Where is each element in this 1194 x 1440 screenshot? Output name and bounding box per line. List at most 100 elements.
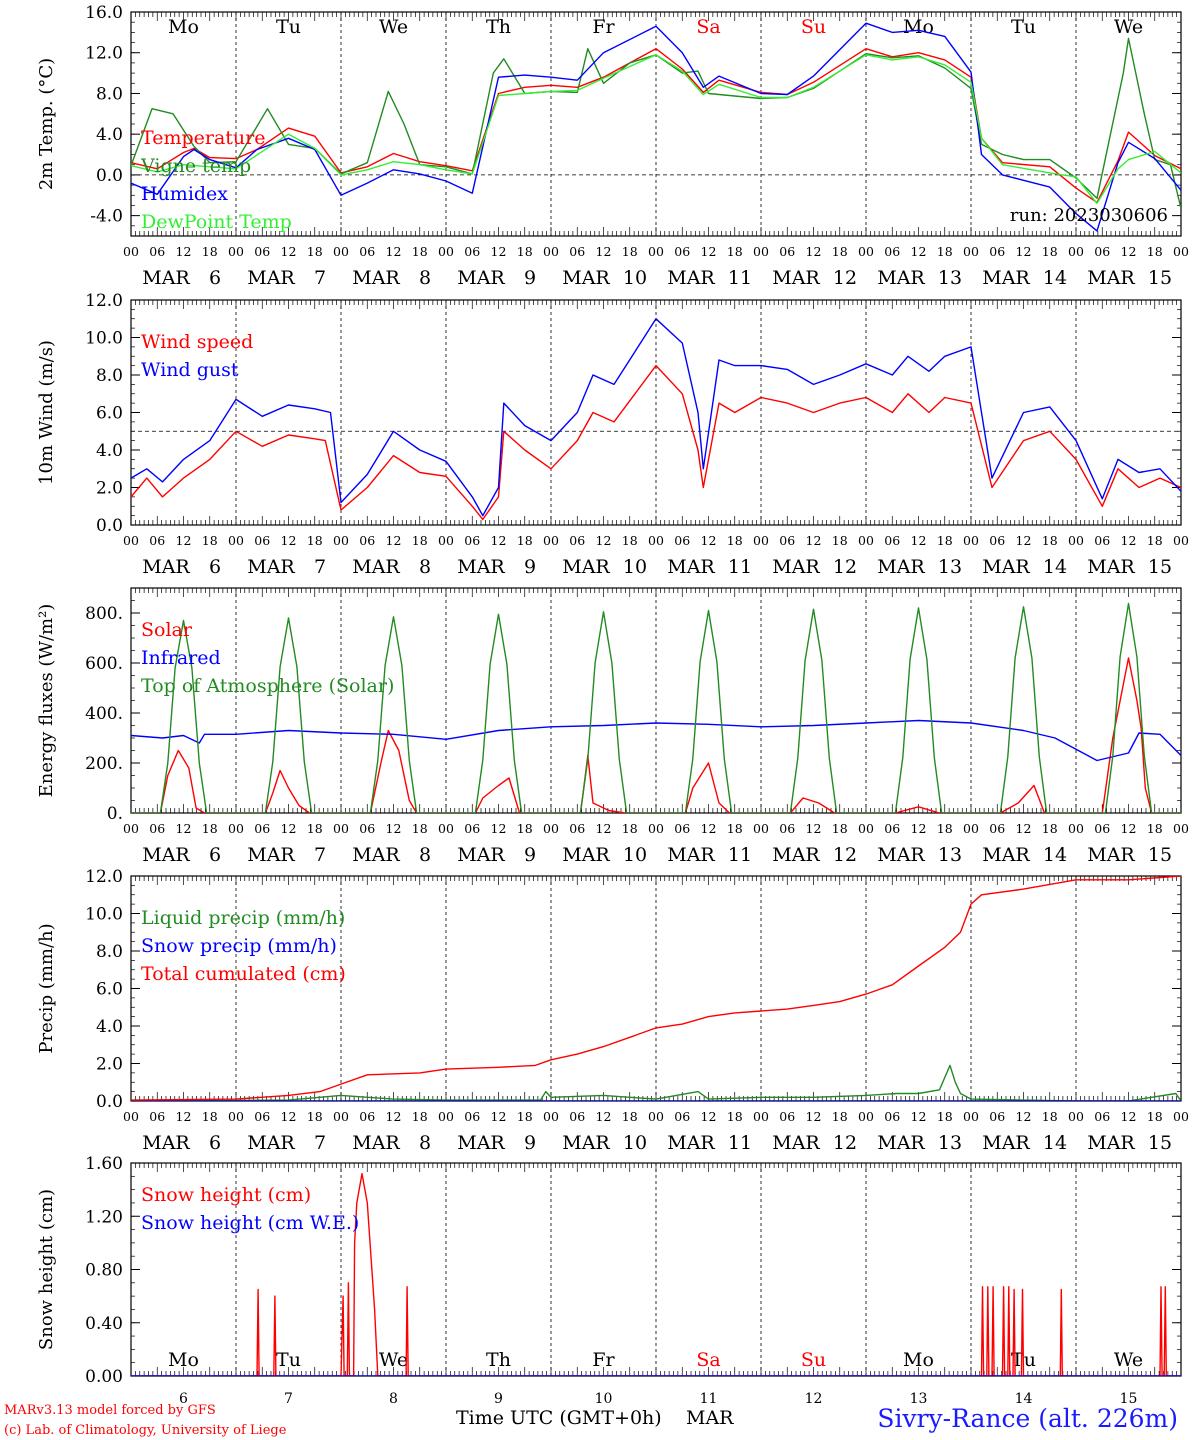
x-hour-label: 18 (307, 244, 323, 259)
series-line-2 (131, 318, 1181, 517)
x-day-number: 6 (209, 844, 221, 866)
y-tick-label: 400. (85, 704, 123, 724)
x-hour-label: 18 (727, 1109, 743, 1124)
weekday-label: Sa (696, 1349, 720, 1371)
series-line-1 (131, 364, 1181, 521)
series-line-3 (131, 22, 1181, 232)
weekday-label: Su (801, 1349, 826, 1371)
x-hour-label: 12 (701, 1109, 717, 1124)
series-line-1 (131, 48, 1181, 204)
series-line-1 (131, 657, 1181, 813)
x-hour-label: 18 (202, 533, 218, 548)
x-hour-label: 00 (648, 244, 664, 259)
y-tick-label: 2.0 (96, 1055, 123, 1075)
panel-4: 12.0 10.0 8.0 6.0 4.0 2.0 0.0 Precip (mm/h) 00 06… (36, 867, 1189, 1154)
x-day-month: MAR (457, 844, 505, 866)
series-line-2 (131, 719, 1181, 762)
x-hour-label: 18 (727, 821, 743, 836)
x-hour-label: 12 (701, 533, 717, 548)
x-day-number: 10 (623, 844, 647, 866)
x-day-month: MAR (982, 556, 1030, 578)
x-hour-label: 00 (123, 821, 139, 836)
x-day-number: 15 (1148, 556, 1172, 578)
legend-entry: Vigne temp (140, 155, 251, 177)
x-hour-label: 06 (779, 533, 795, 548)
x-hour-label: 12 (386, 244, 402, 259)
y-tick-label: 800. (85, 604, 123, 624)
x-hour-label: 06 (674, 244, 690, 259)
x-hour-label: 00 (648, 1109, 664, 1124)
y-tick-label: 200. (85, 754, 123, 774)
x-hour-label: 06 (569, 821, 585, 836)
x-hour-label: 06 (1094, 244, 1110, 259)
x-hour-label: 06 (254, 1109, 270, 1124)
x-hour-label: 06 (884, 244, 900, 259)
x-hour-label: 12 (596, 244, 612, 259)
weekday-label: Mo (168, 16, 199, 38)
x-hour-label: 18 (727, 533, 743, 548)
x-day-month: MAR (982, 267, 1030, 289)
y-tick-label: 1.60 (85, 1154, 123, 1174)
y-tick-label: -4.0 (90, 207, 123, 227)
x-day-number: 11 (700, 1391, 718, 1407)
x-hour-label: 06 (989, 533, 1005, 548)
x-hour-label: 00 (963, 821, 979, 836)
x-hour-label: 12 (281, 533, 297, 548)
x-hour-label: 12 (596, 821, 612, 836)
x-hour-label: 00 (438, 533, 454, 548)
y-tick-label: 2.0 (96, 479, 123, 499)
x-hour-label: 06 (884, 1109, 900, 1124)
x-hour-label: 18 (622, 821, 638, 836)
x-day-number: 13 (938, 267, 962, 289)
x-hour-label: 18 (412, 533, 428, 548)
x-hour-label: 18 (622, 244, 638, 259)
x-hour-label: 18 (307, 1109, 323, 1124)
x-hour-label: 00 (858, 821, 874, 836)
x-day-number: 9 (524, 844, 536, 866)
x-hour-label: 12 (1016, 244, 1032, 259)
legend-entry: DewPoint Temp (141, 211, 292, 233)
x-hour-label: 06 (464, 533, 480, 548)
legend-entry: Solar (141, 619, 193, 641)
x-hour-label: 06 (464, 244, 480, 259)
x-hour-label: 18 (412, 244, 428, 259)
x-day-number: 10 (623, 267, 647, 289)
x-hour-label: 00 (753, 533, 769, 548)
x-day-number: 12 (833, 267, 857, 289)
x-day-number: 7 (314, 844, 326, 866)
x-day-number: 10 (623, 1132, 647, 1154)
x-day-month: MAR (247, 844, 295, 866)
x-day-number: 7 (314, 267, 326, 289)
x-hour-label: 18 (1147, 821, 1163, 836)
x-day-month: MAR (352, 556, 400, 578)
weekday-label: Su (801, 16, 826, 38)
weekday-label: Th (486, 1349, 511, 1371)
x-day-number: 14 (1043, 1132, 1067, 1154)
x-hour-label: 18 (202, 821, 218, 836)
x-hour-label: 06 (464, 1109, 480, 1124)
station-label: Sivry-Rance (alt. 226m) (877, 1404, 1178, 1433)
y-tick-label: 10.0 (85, 329, 123, 349)
y-tick-label: 6.0 (96, 404, 123, 424)
legend-entry: Infrared (141, 647, 221, 669)
x-day-month: MAR (667, 1132, 715, 1154)
x-hour-label: 12 (596, 533, 612, 548)
x-day-number: 15 (1148, 1132, 1172, 1154)
x-day-number: 14 (1043, 556, 1067, 578)
x-hour-label: 18 (202, 244, 218, 259)
x-hour-label: 12 (911, 244, 927, 259)
y-tick-label: 4.0 (96, 125, 123, 145)
x-day-number: 12 (833, 844, 857, 866)
x-hour-label: 00 (123, 1109, 139, 1124)
x-day-number: 8 (419, 267, 431, 289)
x-hour-label: 00 (1173, 244, 1189, 259)
x-day-month: MAR (457, 556, 505, 578)
legend-entry: Wind gust (141, 359, 239, 381)
x-hour-label: 00 (648, 821, 664, 836)
x-hour-label: 12 (491, 244, 507, 259)
x-day-month: MAR (1087, 267, 1135, 289)
x-axis-month: MAR (686, 1407, 734, 1429)
x-hour-label: 00 (858, 533, 874, 548)
x-hour-label: 18 (412, 821, 428, 836)
weekday-label: Tu (1011, 16, 1036, 38)
